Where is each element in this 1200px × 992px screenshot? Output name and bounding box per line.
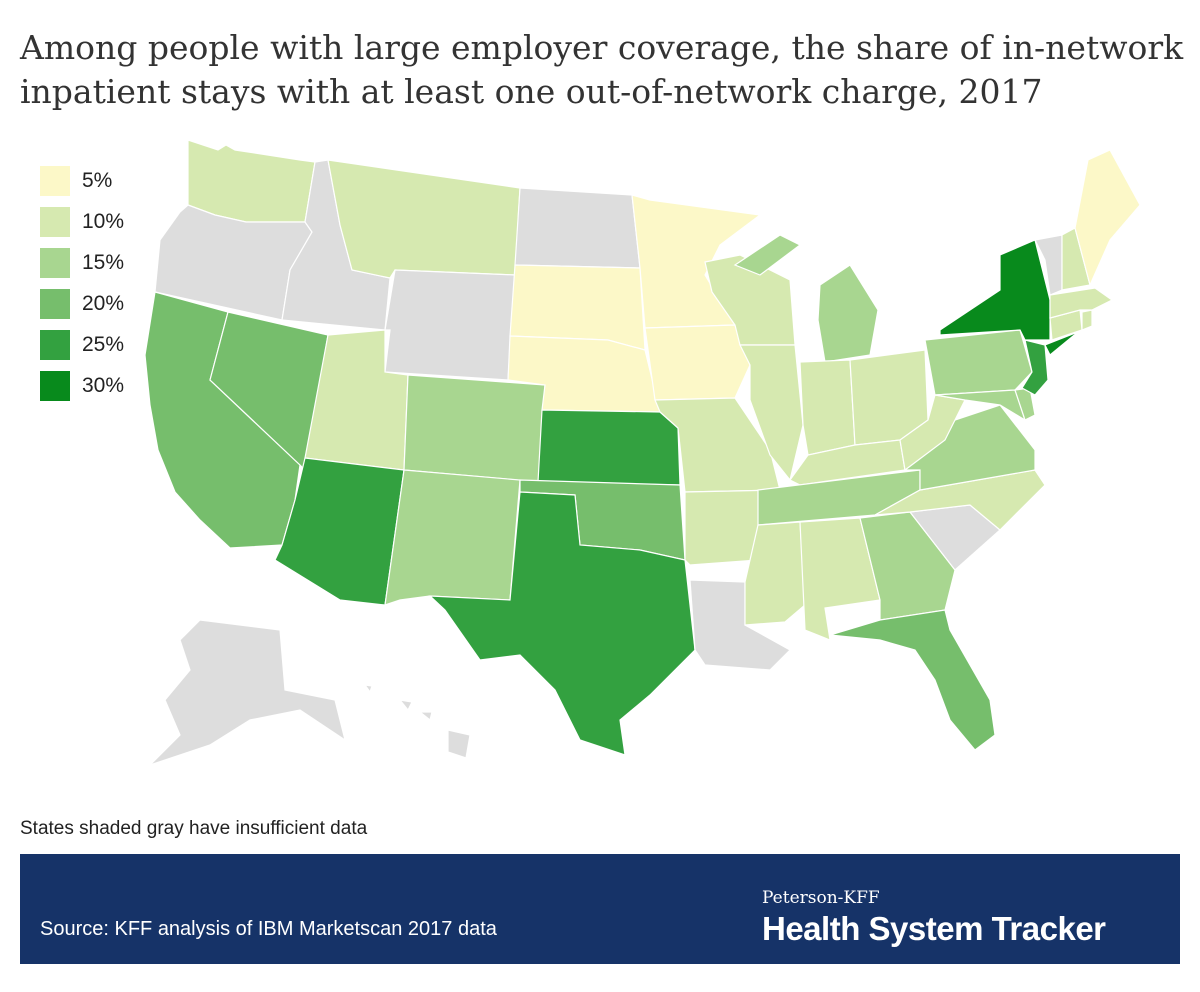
legend-label: 15% [82,250,125,274]
legend-label: 20% [82,291,125,315]
legend-item-25: 25% [40,324,124,365]
state-VT[interactable] [1034,234,1063,296]
legend-swatch [40,206,70,237]
state-HI[interactable] [363,684,471,759]
legend-swatch [40,329,70,360]
legend-label: 5% [82,168,113,192]
state-MD[interactable] [934,389,1027,422]
chart-title: Among people with large employer coverag… [20,26,1185,114]
brand-logo-text: Health System Tracker [762,910,1106,947]
state-ND[interactable] [514,187,641,269]
state-MT[interactable] [327,159,521,279]
state-VA[interactable] [903,404,1036,491]
source-text: Source: KFF analysis of IBM Marketscan 2… [40,918,497,940]
title-line-2: inpatient stays with at least one out-of… [20,72,1043,111]
footer-bar: Source: KFF analysis of IBM Marketscan 2… [20,854,1180,964]
legend-swatch [40,247,70,278]
legend-label: 10% [82,209,125,233]
state-IL[interactable] [739,344,804,482]
legend-item-20: 20% [40,283,124,324]
brand-subtitle: Peterson-KFF [762,888,880,908]
state-ME[interactable] [1074,149,1141,287]
state-IA[interactable] [644,324,751,401]
insufficient-data-note: States shaded gray have insufficient dat… [20,818,368,839]
legend: 5% 10% 15% 20% 25% 30% [40,160,124,406]
state-KS[interactable] [537,409,681,486]
legend-item-30: 30% [40,365,124,406]
legend-label: 25% [82,332,125,356]
state-MA[interactable] [1049,287,1114,319]
state-AK[interactable] [149,619,346,766]
legend-swatch [40,288,70,319]
state-PA[interactable] [924,329,1033,396]
legend-swatch [40,165,70,196]
state-MI[interactable] [733,234,879,363]
legend-item-10: 10% [40,201,124,242]
state-WA[interactable] [187,140,316,223]
legend-item-5: 5% [40,160,124,201]
state-IN[interactable] [799,359,856,456]
us-choropleth-map [144,140,1141,766]
state-WV[interactable] [899,394,966,472]
legend-label: 30% [82,373,125,397]
legend-item-15: 15% [40,242,124,283]
state-TX[interactable] [428,491,696,756]
state-MN[interactable] [631,194,762,329]
state-WY[interactable] [384,269,516,381]
state-NM[interactable] [384,469,521,606]
state-CO[interactable] [403,374,546,483]
title-line-1: Among people with large employer coverag… [20,28,1184,67]
legend-swatch [40,370,70,401]
state-FL[interactable] [829,609,996,751]
state-RI[interactable] [1081,309,1093,331]
